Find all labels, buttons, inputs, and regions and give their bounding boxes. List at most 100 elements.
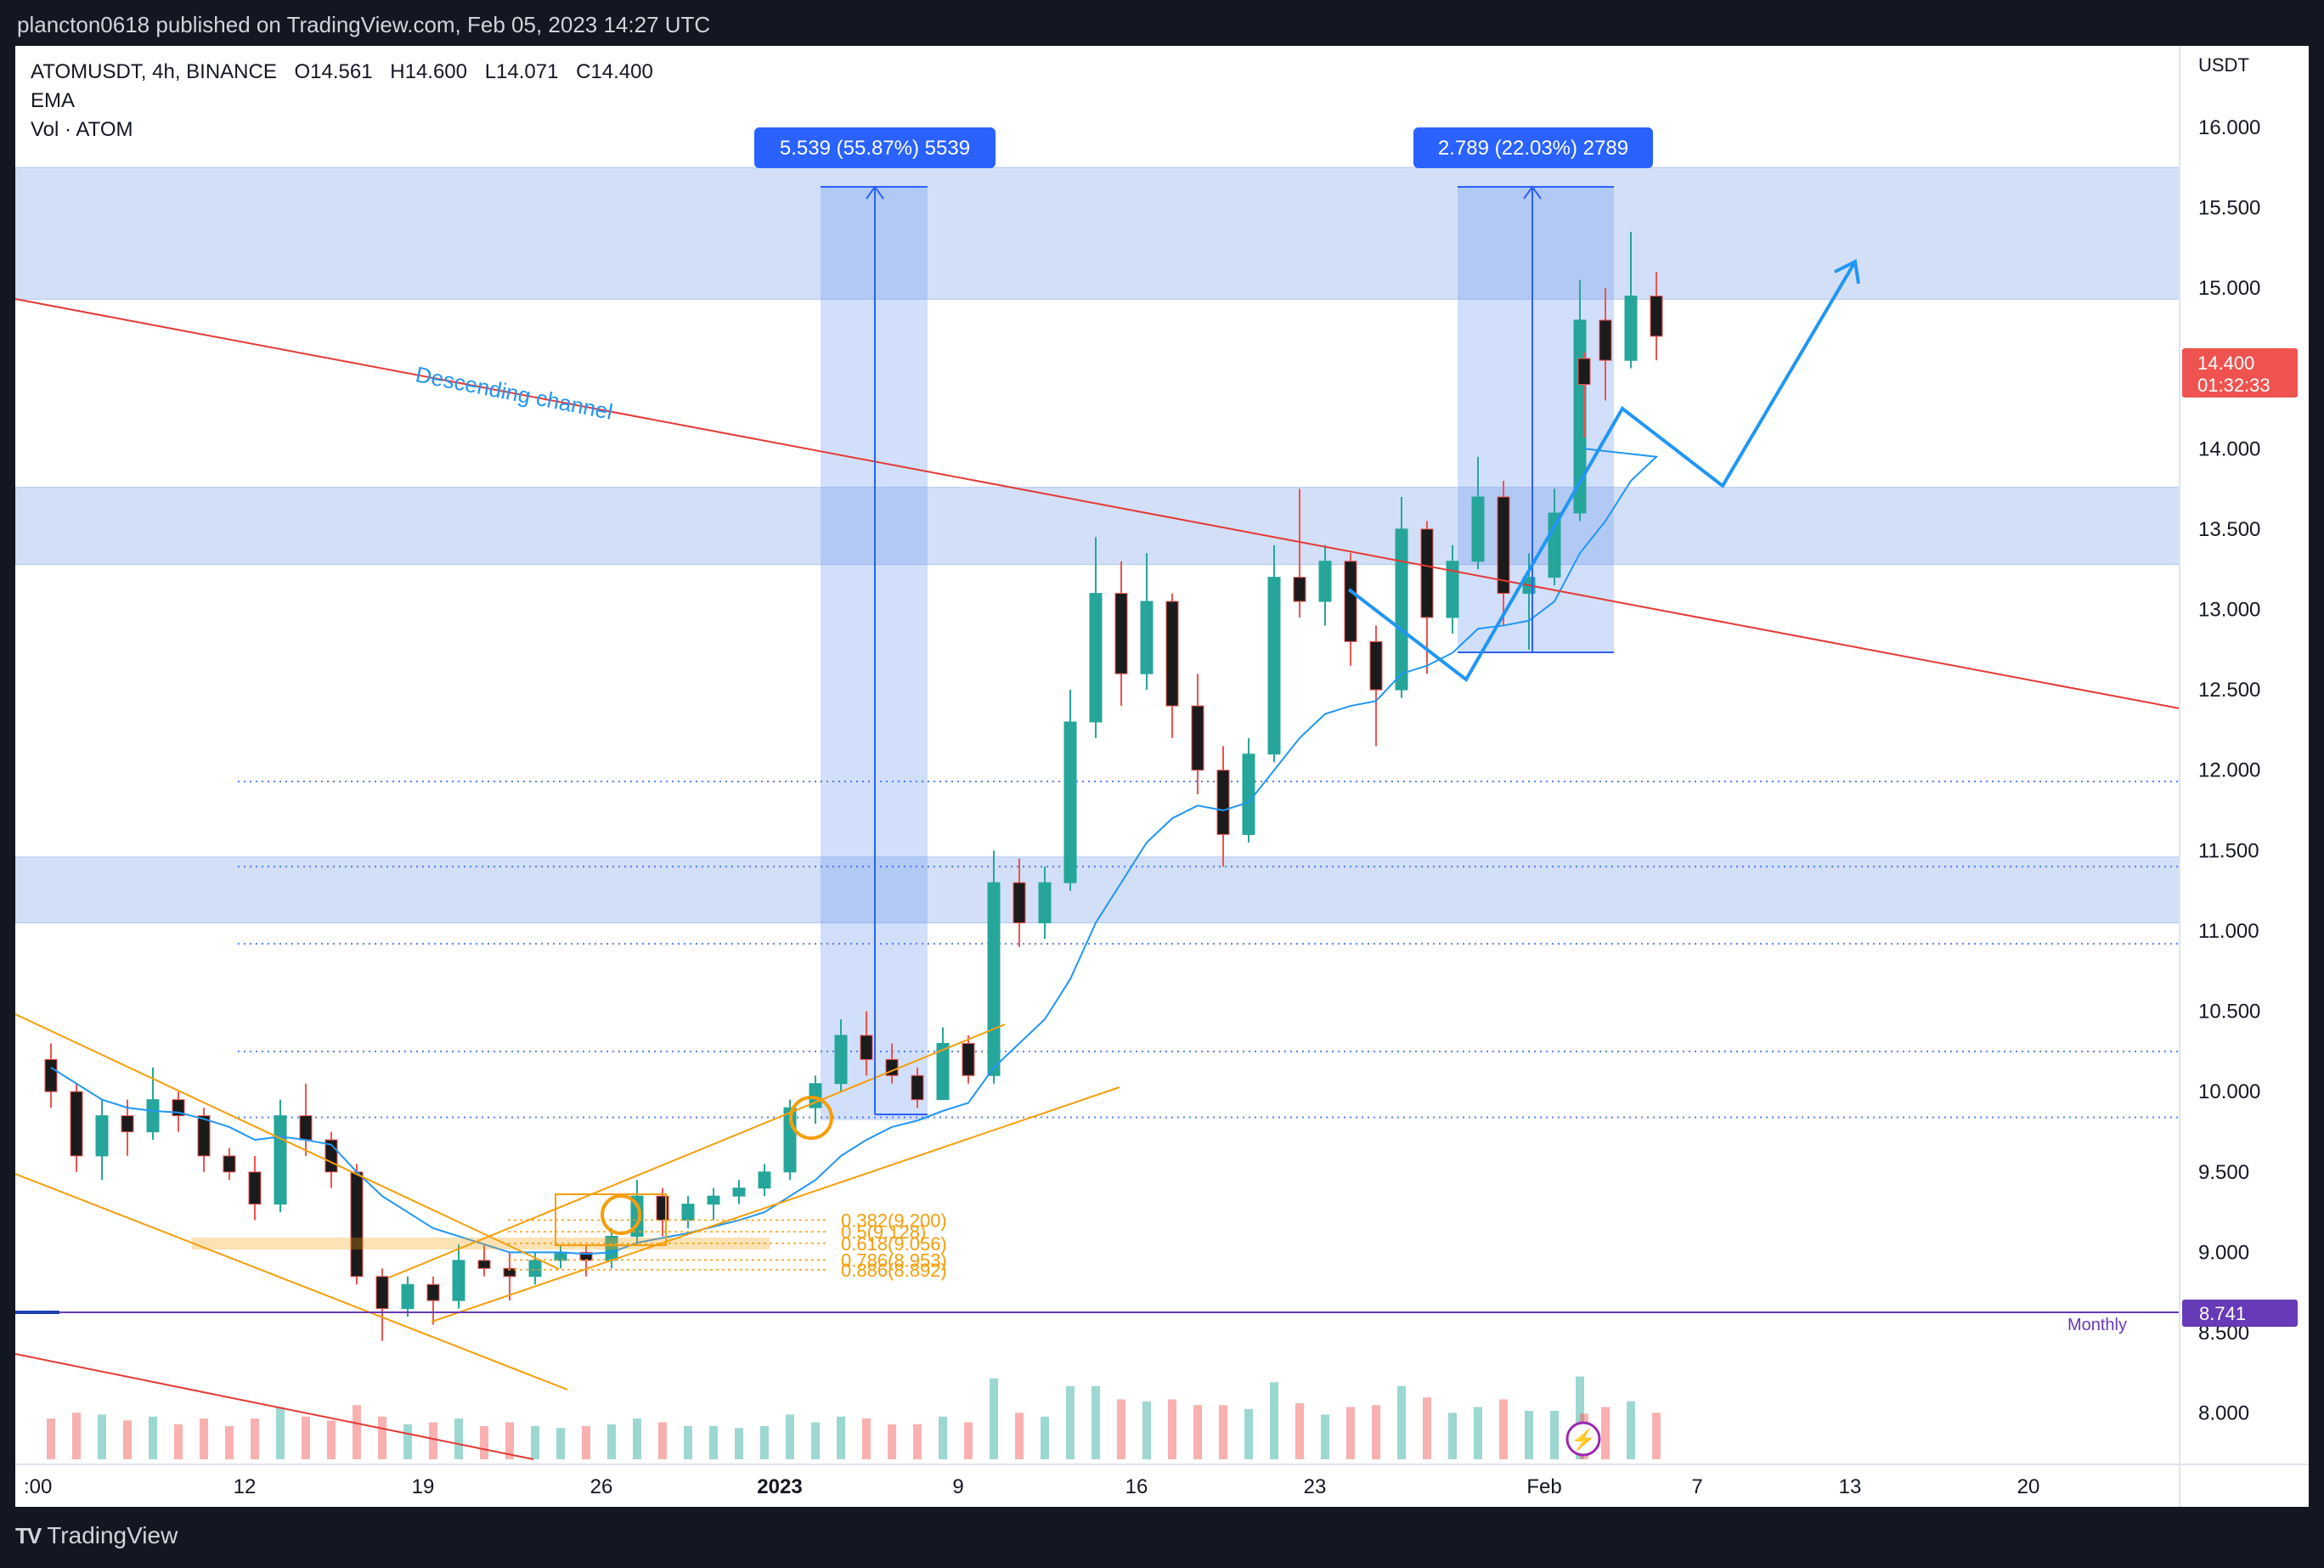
volume-bars: [47, 1376, 1661, 1459]
tradingview-logo-icon: TV: [15, 1522, 42, 1548]
volume-bar: [1550, 1411, 1559, 1459]
candle-body: [95, 1115, 109, 1157]
y-axis-ticks: 16.00015.50015.00014.50014.00013.50013.0…: [2198, 116, 2260, 1425]
ema-line: [50, 448, 1659, 1255]
candle-body: [401, 1283, 415, 1310]
volume-bar: [327, 1420, 336, 1459]
footer-bar: TV TradingView: [0, 1507, 2324, 1568]
y-tick-label: 13.000: [2198, 599, 2260, 622]
candle-body: [1369, 640, 1383, 691]
candle-body: [834, 1035, 848, 1085]
last-price-countdown: 01:32:33: [2197, 375, 2270, 396]
volume-bar: [990, 1378, 998, 1459]
candle-body: [452, 1260, 465, 1301]
volume-bar: [1066, 1385, 1075, 1459]
y-tick-label: 11.000: [2198, 920, 2259, 943]
candle-body: [375, 1276, 389, 1310]
fib-label-1: 0.5(9.128): [841, 1221, 926, 1243]
indicator-vol-label[interactable]: Vol · ATOM: [31, 118, 133, 141]
volume-bar: [1601, 1407, 1610, 1459]
y-tick-label: 13.500: [2198, 518, 2260, 541]
price-chart[interactable]: Descending channel 0.382(9.200)0.5(9.128…: [15, 46, 2309, 1507]
volume-bar: [1270, 1382, 1278, 1459]
volume-bar: [1041, 1416, 1049, 1459]
candles: [44, 231, 1663, 1341]
y-tick-label: 8.000: [2198, 1402, 2249, 1425]
candle-body: [274, 1115, 287, 1205]
volume-bar: [735, 1428, 743, 1459]
lower-red-trendline: [15, 1353, 534, 1460]
y-tick-label: 9.500: [2198, 1161, 2249, 1184]
y-tick-label: 16.000: [2198, 116, 2260, 139]
volume-bar: [1499, 1399, 1508, 1459]
candle-body: [1420, 528, 1434, 618]
descending-trendline: [15, 298, 2180, 709]
highlight-circle-1: [601, 1194, 641, 1235]
zone-2: [15, 487, 2180, 566]
volume-bar: [200, 1419, 208, 1459]
y-tick-label: 15.000: [2198, 277, 2260, 300]
x-tick-label: 16: [1125, 1475, 1148, 1498]
publisher-bar: plancton0618 published on TradingView.co…: [0, 0, 2324, 46]
symbol-line[interactable]: ATOMUSDT, 4h, BINANCE: [31, 60, 277, 83]
brand-name: TradingView: [47, 1522, 178, 1548]
ohlc-high: H14.600: [390, 60, 468, 83]
candle-body: [1548, 512, 1561, 578]
candle-body: [1293, 577, 1306, 602]
candle-body: [1063, 721, 1077, 883]
tradingview-brand[interactable]: TV TradingView: [15, 1522, 178, 1549]
fib-zone: [192, 1238, 770, 1249]
indicator-ema-label[interactable]: EMA: [31, 89, 76, 112]
volume-bar: [72, 1413, 81, 1459]
last-price-value: 14.400: [2197, 353, 2254, 374]
volume-bar: [1091, 1385, 1100, 1459]
volume-bar: [149, 1416, 157, 1459]
volume-bar: [454, 1419, 463, 1459]
volume-bar: [1346, 1407, 1355, 1459]
y-tick-label: 10.500: [2198, 1001, 2260, 1024]
volume-bar: [658, 1422, 667, 1459]
measure-2-label: 2.789 (22.03%) 2789: [1438, 137, 1628, 160]
volume-bar: [353, 1405, 361, 1459]
candle-body: [503, 1267, 516, 1278]
candle-body: [1395, 528, 1408, 691]
fib-label-2: 0.618(9.056): [841, 1233, 947, 1255]
candle-body: [299, 1115, 313, 1141]
volume-bar: [811, 1422, 820, 1459]
candle-body: [1013, 882, 1026, 923]
candle-body: [1114, 593, 1128, 674]
last-price-badge: [2182, 348, 2298, 398]
volume-bar: [684, 1426, 692, 1459]
candle-body: [197, 1115, 211, 1157]
volume-bar: [1448, 1413, 1457, 1459]
candle-body: [426, 1283, 440, 1301]
y-tick-label: 12.500: [2198, 679, 2260, 702]
dotted-levels: [238, 780, 2180, 1119]
fib-label-4: 0.886(8.892): [841, 1260, 947, 1281]
candle-body: [554, 1251, 567, 1261]
candle-body: [962, 1042, 975, 1076]
candle-body: [911, 1074, 924, 1101]
volume-bar: [302, 1416, 310, 1459]
candle-body: [1650, 296, 1663, 337]
volume-bar: [1117, 1399, 1125, 1459]
x-tick-label: 7: [1691, 1475, 1702, 1498]
candle-body: [1191, 705, 1204, 771]
volume-bar: [1627, 1401, 1635, 1459]
candle-body: [477, 1260, 491, 1269]
volume-bar: [913, 1424, 922, 1459]
volume-bar: [531, 1426, 539, 1459]
candle-body: [223, 1155, 236, 1173]
volume-bar: [251, 1419, 259, 1459]
x-tick-label: 13: [1839, 1475, 1862, 1498]
volume-bar: [607, 1424, 616, 1459]
x-tick-label: 12: [234, 1475, 257, 1498]
measure-1-label: 5.539 (55.87%) 5539: [780, 137, 970, 160]
lightning-icon[interactable]: [1565, 1421, 1601, 1457]
candle-body: [1344, 561, 1357, 642]
projection-path: [1347, 260, 1857, 682]
y-tick-label: 12.000: [2198, 759, 2260, 782]
volume-bar: [505, 1422, 514, 1459]
fib-label-0: 0.382(9.200): [841, 1210, 947, 1232]
candle-body: [936, 1042, 950, 1101]
